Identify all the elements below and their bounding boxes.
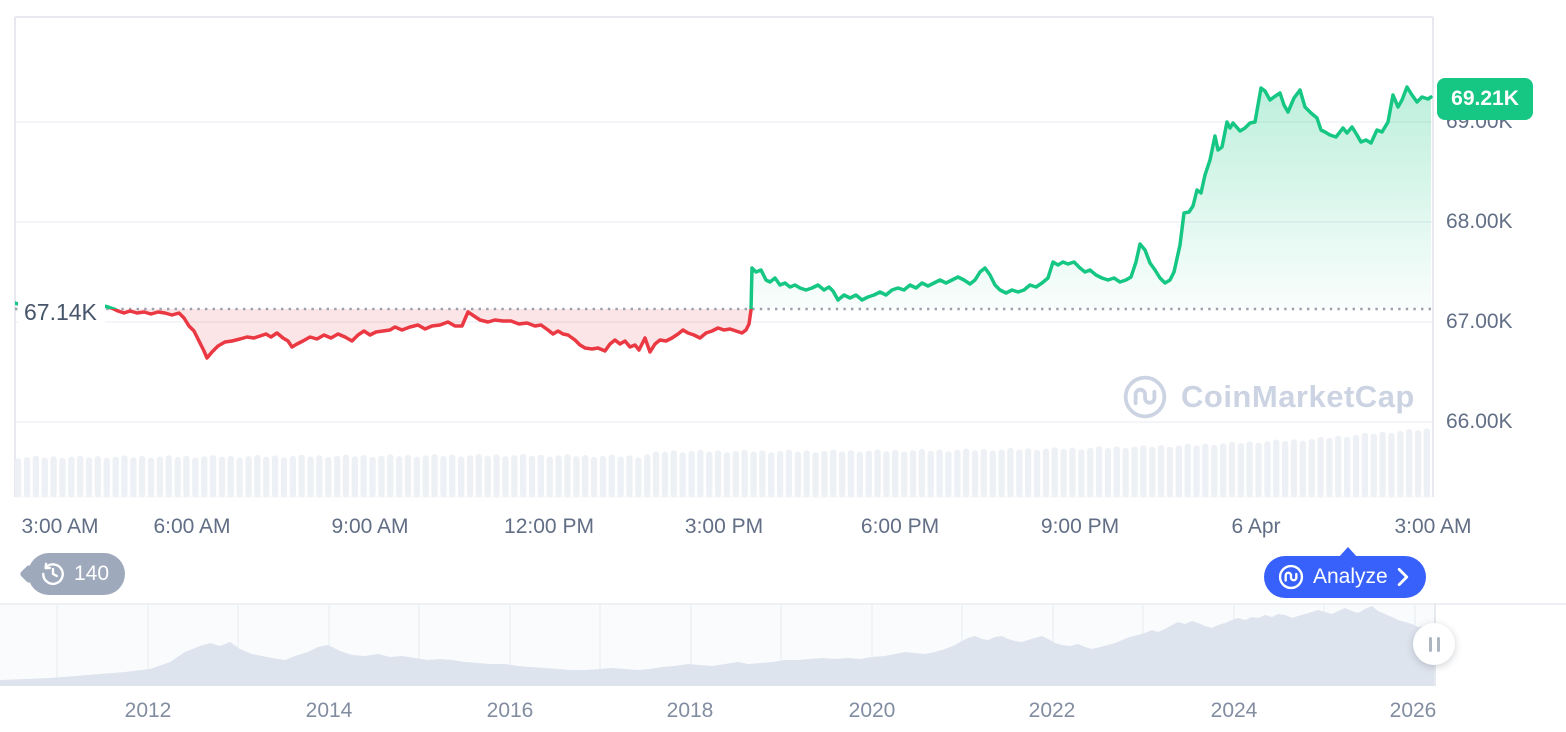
x-axis-tick-label: 6 Apr xyxy=(1231,515,1281,538)
history-clock-icon xyxy=(42,562,64,586)
x-axis-tick-label: 3:00 AM xyxy=(1394,515,1472,538)
coinmarketcap-watermark: CoinMarketCap xyxy=(1122,374,1415,420)
x-axis-tick-label: 12:00 PM xyxy=(504,515,594,538)
handle-grip-bar xyxy=(1436,636,1440,652)
y-axis-tick-label: 67.00K xyxy=(1446,310,1513,333)
navigator-year-tick-label: 2024 xyxy=(1210,699,1258,722)
coinmarketcap-logo-icon xyxy=(1278,564,1304,590)
baseline-price-value: 67.14K xyxy=(24,299,97,325)
analyze-button[interactable]: Analyze xyxy=(1264,547,1426,598)
analyze-button-pointer xyxy=(1338,547,1358,558)
x-axis-tick-label: 3:00 PM xyxy=(684,515,764,538)
navigator-year-tick-label: 2014 xyxy=(305,699,353,722)
current-price-value: 69.21K xyxy=(1451,87,1519,110)
baseline-price-label: 67.14K xyxy=(18,296,105,328)
navigator-year-tick-label: 2016 xyxy=(486,699,534,722)
navigator-chart[interactable] xyxy=(0,600,1566,700)
current-price-badge: 69.21K xyxy=(1437,78,1533,120)
navigator-resize-handle[interactable] xyxy=(1413,623,1455,665)
navigator-year-tick-label: 2018 xyxy=(666,699,714,722)
y-axis-tick-label: 66.00K xyxy=(1446,410,1513,433)
x-axis-tick-label: 6:00 AM xyxy=(153,515,231,538)
y-axis-tick-label: 68.00K xyxy=(1446,210,1513,233)
x-axis-tick-label: 3:00 AM xyxy=(21,515,99,538)
history-count-value: 140 xyxy=(74,562,110,585)
navigator-year-tick-label: 2022 xyxy=(1028,699,1076,722)
chevron-right-icon xyxy=(1397,568,1408,586)
handle-grip-bar xyxy=(1428,636,1432,652)
x-axis-tick-label: 9:00 AM xyxy=(331,515,409,538)
navigator-year-tick-label: 2026 xyxy=(1389,699,1437,722)
watermark-text: CoinMarketCap xyxy=(1181,379,1415,414)
navigator-year-tick-label: 2012 xyxy=(124,699,172,722)
history-count-badge[interactable]: 140 xyxy=(19,553,126,595)
price-chart[interactable] xyxy=(0,0,1566,502)
navigator-year-tick-label: 2020 xyxy=(848,699,896,722)
coinmarketcap-logo-icon xyxy=(1123,375,1167,419)
history-badge-pointer xyxy=(19,564,39,584)
analyze-button-label: Analyze xyxy=(1313,565,1388,588)
x-axis-tick-label: 6:00 PM xyxy=(860,515,940,538)
x-axis-tick-label: 9:00 PM xyxy=(1040,515,1120,538)
